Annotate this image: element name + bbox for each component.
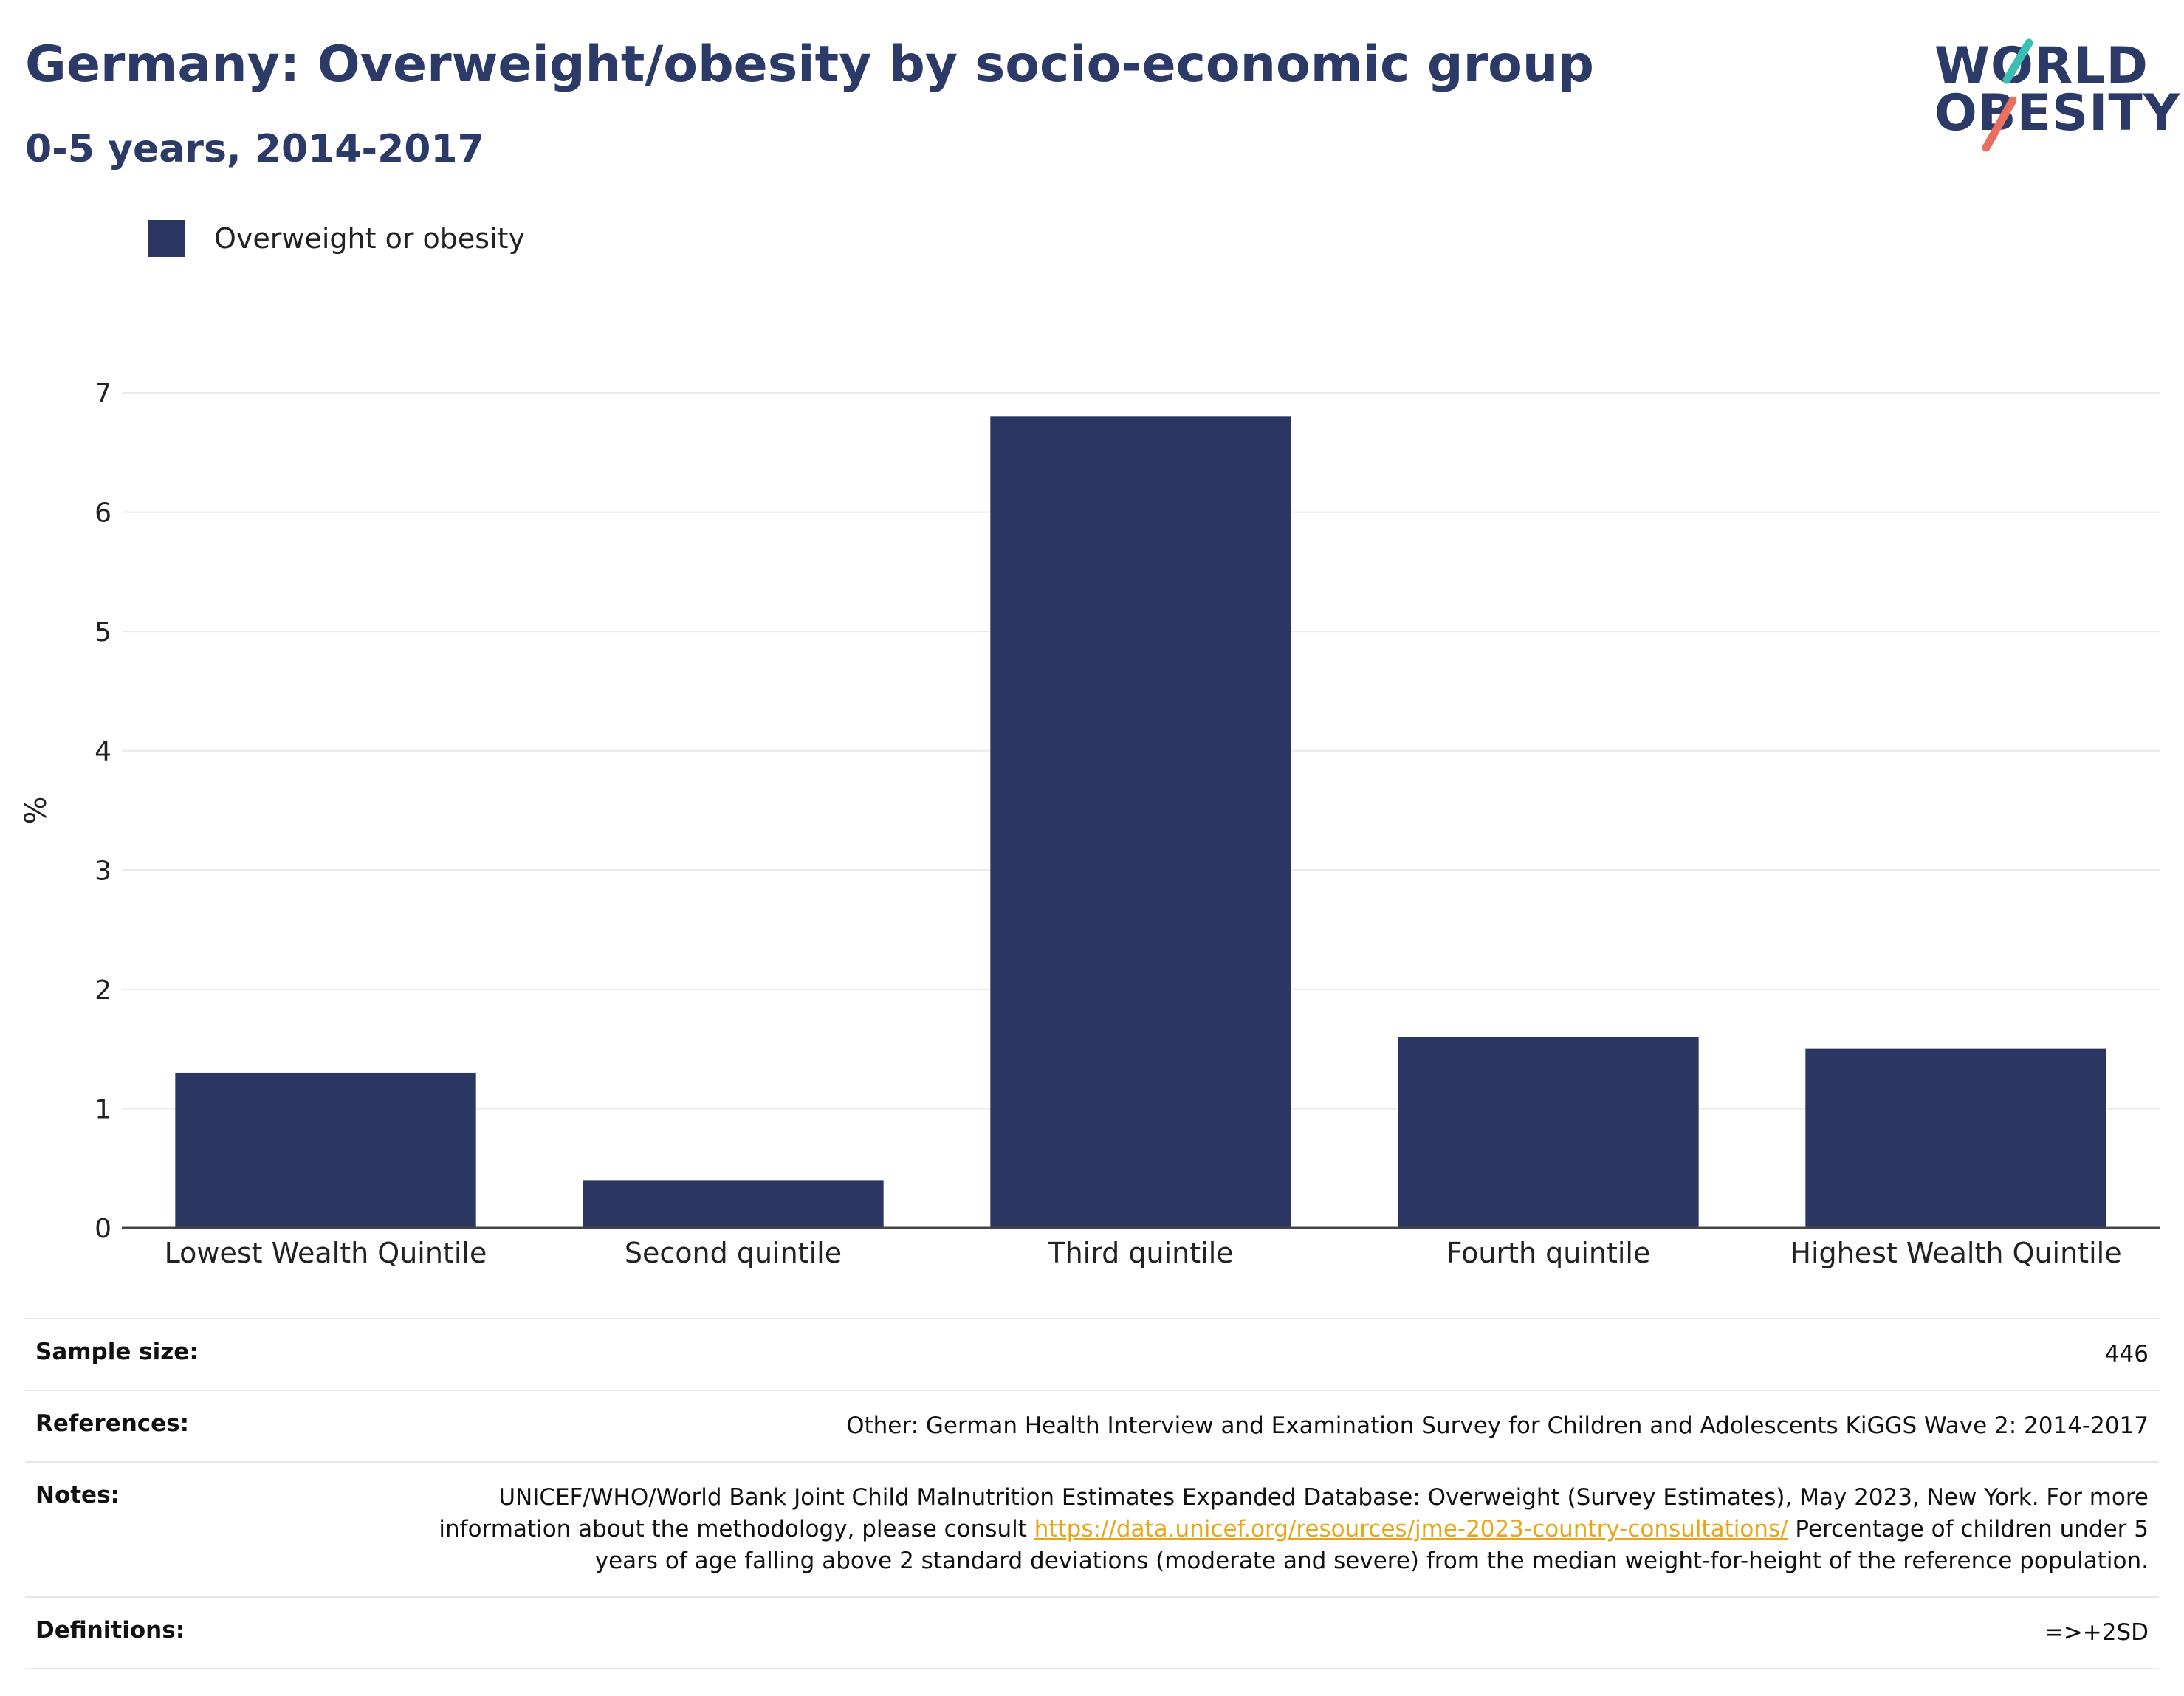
y-tick-label: 2: [95, 975, 111, 1006]
y-tick-label: 5: [95, 617, 111, 648]
info-row-definitions: Definitions: =>+2SD: [25, 1596, 2159, 1669]
notes-text-after: Percentage of children under 5 years of …: [594, 1516, 2149, 1574]
references-value: Other: German Health Interview and Exami…: [846, 1412, 2149, 1439]
chart-subtitle: 0-5 years, 2014-2017: [25, 127, 484, 171]
notes-label: Notes:: [35, 1482, 120, 1508]
notes-text-before: UNICEF/WHO/World Bank Joint Child Malnut…: [439, 1484, 2149, 1542]
y-axis-label: %: [19, 796, 53, 824]
definitions-value: =>+2SD: [2044, 1619, 2149, 1646]
x-tick-label: Fourth quintile: [1446, 1237, 1651, 1269]
sample-size-value: 446: [2104, 1341, 2149, 1367]
references-label: References:: [35, 1410, 190, 1437]
notes-link[interactable]: https://data.unicef.org/resources/jme-20…: [1034, 1516, 1788, 1542]
logo-text-obesity: OBESITY: [1934, 84, 2180, 143]
legend: Overweight or obesity: [148, 220, 525, 257]
y-tick-label: 1: [95, 1094, 111, 1125]
bar: [175, 1072, 476, 1228]
info-row-references: References: Other: German Health Intervi…: [25, 1390, 2159, 1461]
y-tick-label: 3: [95, 856, 111, 886]
bar-chart: 0 1 2 3 4 5 6 7% Lowest Wealth Quintile Second qu…: [19, 379, 2160, 1269]
logo-text-world: WORLD: [1934, 37, 2149, 95]
logo-slash-icon: [1982, 38, 2033, 152]
bar: [583, 1180, 884, 1228]
y-tick-label: 0: [95, 1214, 111, 1244]
bar: [1398, 1037, 1699, 1228]
world-obesity-logo: WORLD OBESITY: [1920, 21, 2180, 161]
bar: [1805, 1048, 2106, 1228]
y-tick-label: 7: [95, 379, 111, 409]
info-table: Sample size: 446 References: Other: Germ…: [25, 1318, 2159, 1669]
definitions-label: Definitions:: [35, 1617, 185, 1644]
bar: [990, 416, 1291, 1229]
info-row-sample-size: Sample size: 446: [25, 1318, 2159, 1390]
x-tick-label: Highest Wealth Quintile: [1790, 1237, 2121, 1269]
chart-title: Germany: Overweight/obesity by socio-eco…: [25, 35, 1594, 94]
x-tick-label: Third quintile: [1047, 1237, 1233, 1269]
x-tick-label: Second quintile: [625, 1237, 842, 1269]
y-tick-label: 6: [95, 498, 111, 529]
x-tick-label: Lowest Wealth Quintile: [165, 1237, 487, 1269]
info-row-notes: Notes: UNICEF/WHO/World Bank Joint Child…: [25, 1461, 2159, 1596]
y-tick-label: 4: [95, 737, 111, 767]
sample-size-label: Sample size:: [35, 1339, 199, 1365]
notes-value: UNICEF/WHO/World Bank Joint Child Malnut…: [421, 1482, 2149, 1577]
legend-swatch: [148, 220, 185, 257]
legend-label: Overweight or obesity: [214, 222, 526, 255]
